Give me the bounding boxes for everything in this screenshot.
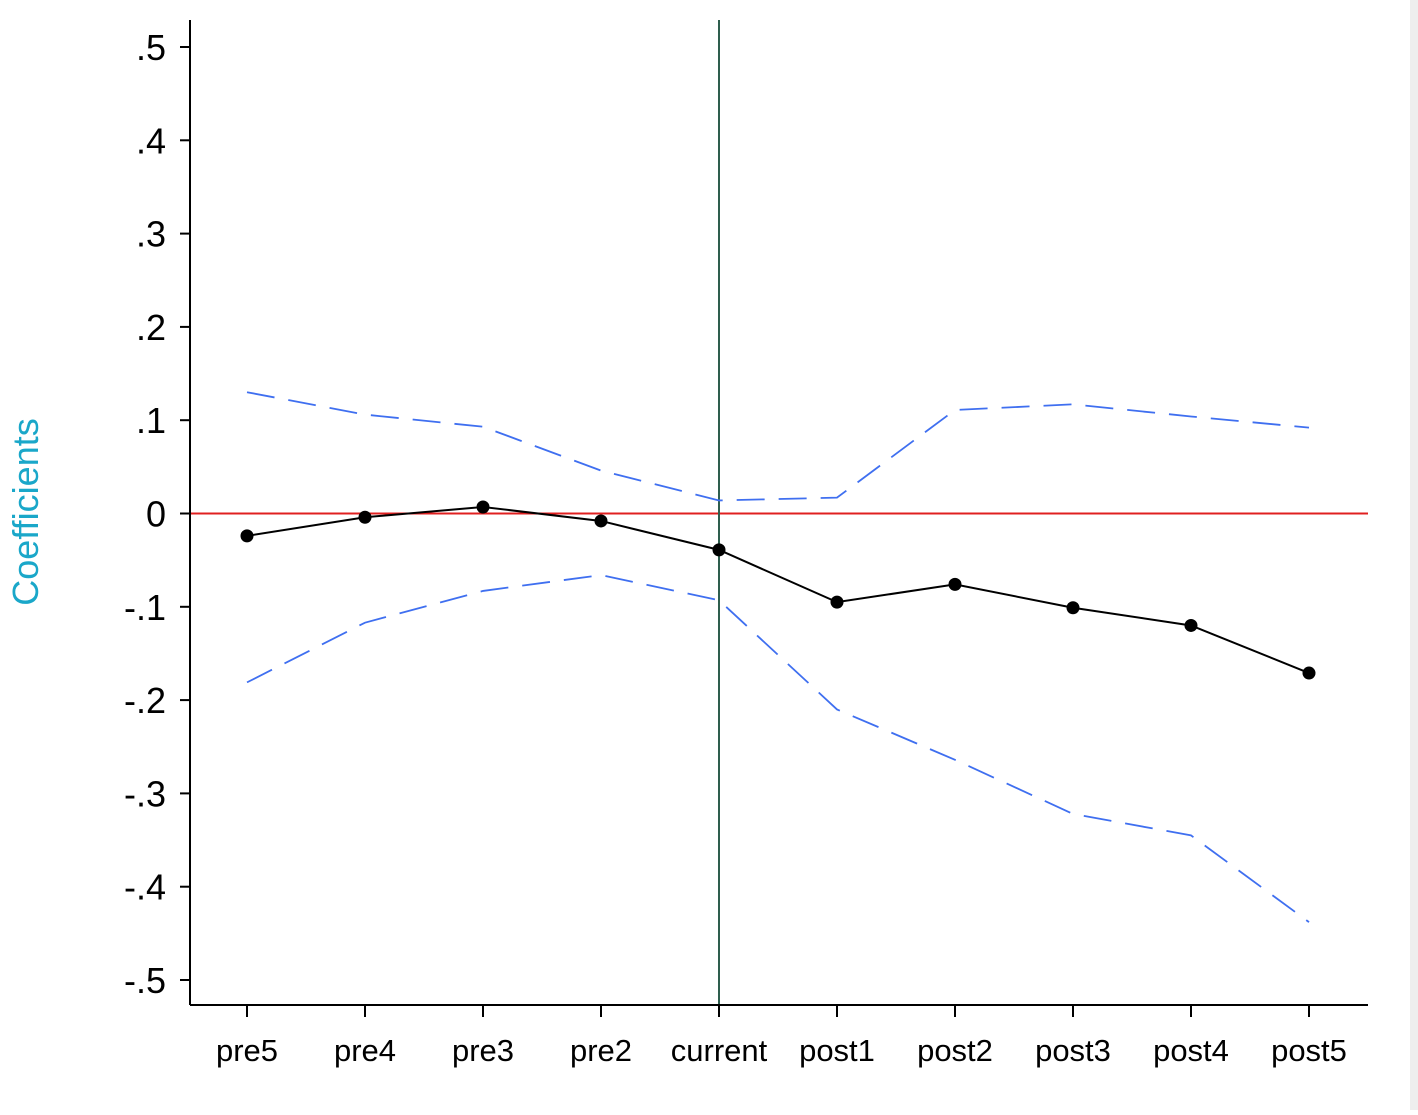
x-tick-label: post4 <box>1153 1033 1229 1068</box>
y-tick-label: -.2 <box>124 680 166 721</box>
reference-lines <box>190 20 1368 1005</box>
y-tick-label: -.4 <box>124 867 166 908</box>
x-tick-label: post2 <box>917 1033 993 1068</box>
coefficient-point <box>1184 618 1198 632</box>
y-tick-label: -.3 <box>124 773 166 814</box>
coefficient-point <box>948 577 962 591</box>
y-tick-label: .3 <box>136 214 166 255</box>
x-tick-label: post1 <box>799 1033 875 1068</box>
x-tick-label: pre3 <box>452 1033 514 1068</box>
series <box>240 391 1316 923</box>
coefficient-point <box>476 500 490 514</box>
y-axis-label: Coefficients <box>5 418 46 605</box>
coefficient-point <box>240 529 254 543</box>
y-ticks: .5 .4 .3 .2 .1 0 -.1 -.2 -.3 -.4 -.5 <box>124 27 190 1001</box>
coefficient-point <box>830 595 844 609</box>
y-tick-label: .5 <box>136 27 166 68</box>
y-tick-label: -.1 <box>124 587 166 628</box>
lower-ci-line <box>246 574 1310 923</box>
y-tick-label: -.5 <box>124 960 166 1001</box>
coefficient-point <box>358 510 372 524</box>
x-tick-label: pre5 <box>216 1033 278 1068</box>
x-tick-label: post3 <box>1035 1033 1111 1068</box>
x-ticks: pre5 pre4 pre3 pre2 current post1 post2 post3 po… <box>216 1005 1347 1068</box>
x-tick-label: post5 <box>1271 1033 1347 1068</box>
y-tick-label: .1 <box>136 400 166 441</box>
coefficient-point <box>594 514 608 528</box>
coefficient-point <box>712 543 726 557</box>
coefficient-line <box>246 505 1310 674</box>
y-tick-label: .4 <box>136 120 166 161</box>
coefficient-point <box>1302 666 1316 680</box>
coefficient-point <box>1066 601 1080 615</box>
x-tick-label: pre4 <box>334 1033 396 1068</box>
right-edge-strip <box>1410 0 1418 1110</box>
x-tick-label: pre2 <box>570 1033 632 1068</box>
y-tick-label: 0 <box>146 494 166 535</box>
x-tick-label: current <box>671 1033 768 1068</box>
y-tick-label: .2 <box>136 307 166 348</box>
upper-ci-line <box>246 391 1310 502</box>
